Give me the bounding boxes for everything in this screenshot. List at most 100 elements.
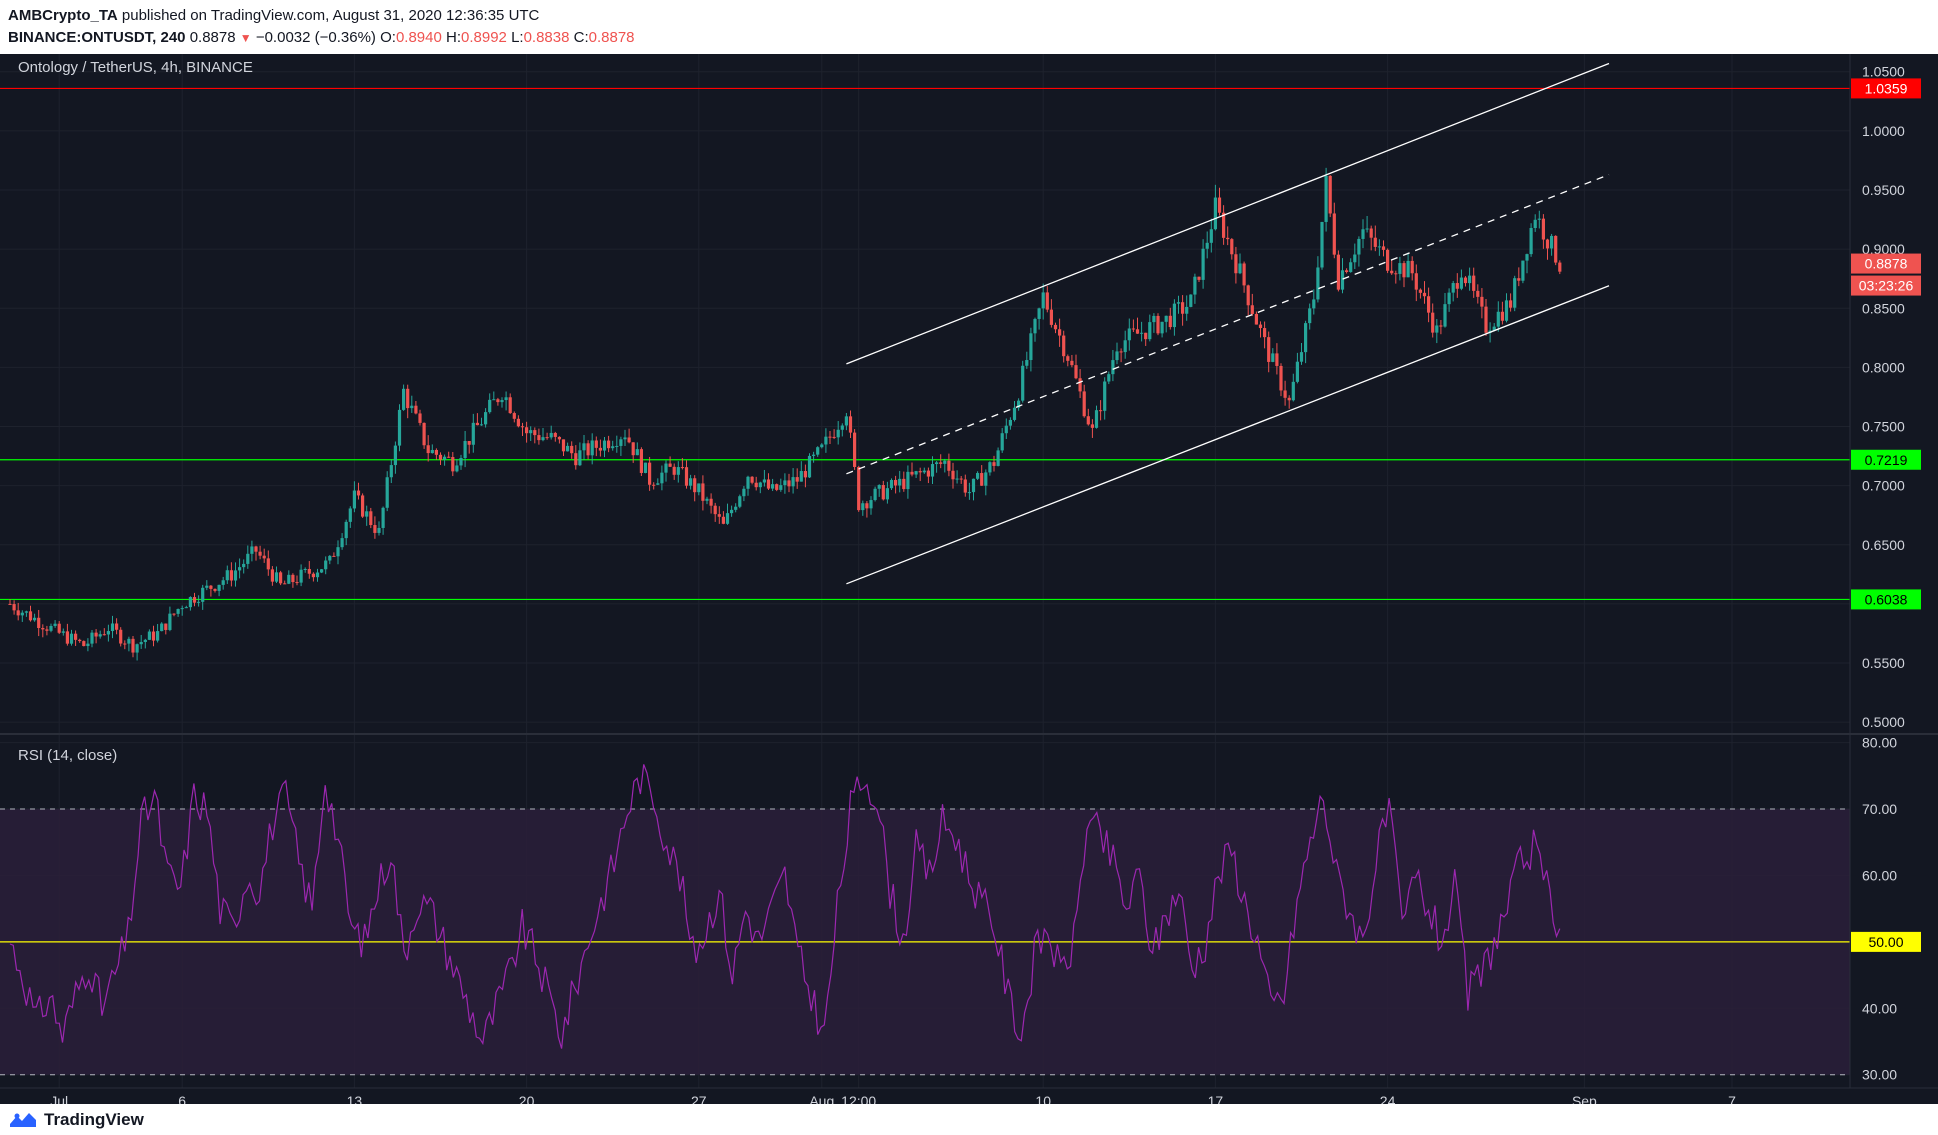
candle-body[interactable] <box>1053 324 1058 330</box>
candle-body[interactable] <box>1156 315 1160 334</box>
candle-body[interactable] <box>1164 315 1168 322</box>
candle-body[interactable] <box>479 424 484 426</box>
candle-body[interactable] <box>1004 425 1008 434</box>
candle-body[interactable] <box>147 631 151 640</box>
candle-body[interactable] <box>602 440 607 451</box>
tradingview-logo[interactable]: TradingView <box>8 1110 144 1130</box>
candle-body[interactable] <box>1398 263 1402 274</box>
candle-body[interactable] <box>1017 400 1021 408</box>
candle-body[interactable] <box>98 634 102 637</box>
candle-body[interactable] <box>332 555 336 557</box>
candle-body[interactable] <box>434 449 438 455</box>
candle-body[interactable] <box>771 484 775 489</box>
candle-body[interactable] <box>684 467 689 486</box>
candle-body[interactable] <box>529 430 533 434</box>
candle-body[interactable] <box>344 521 348 539</box>
candle-body[interactable] <box>807 455 812 478</box>
candle-body[interactable] <box>414 405 418 414</box>
candle-body[interactable] <box>135 644 139 653</box>
candle-body[interactable] <box>1435 325 1439 333</box>
candle-body[interactable] <box>1197 276 1201 280</box>
candle-body[interactable] <box>471 422 475 445</box>
candle-body[interactable] <box>1189 294 1193 307</box>
candle-body[interactable] <box>225 570 229 581</box>
candle-body[interactable] <box>1345 270 1349 272</box>
candle-body[interactable] <box>992 462 996 466</box>
candle-body[interactable] <box>750 476 754 483</box>
candle-body[interactable] <box>582 443 586 451</box>
candle-body[interactable] <box>971 478 976 493</box>
candle-body[interactable] <box>86 643 90 647</box>
candle-body[interactable] <box>943 460 947 464</box>
candle-body[interactable] <box>1172 303 1176 328</box>
candle-body[interactable] <box>356 490 361 496</box>
publisher-name[interactable]: AMBCrypto_TA <box>8 7 118 24</box>
candle-body[interactable] <box>967 492 971 494</box>
candle-body[interactable] <box>406 388 410 409</box>
candle-body[interactable] <box>996 450 1000 466</box>
candle-body[interactable] <box>853 432 857 467</box>
candle-body[interactable] <box>172 613 176 615</box>
candle-body[interactable] <box>676 467 680 475</box>
candle-body[interactable] <box>1222 212 1226 238</box>
candle-body[interactable] <box>283 583 287 585</box>
candle-body[interactable] <box>438 454 443 460</box>
candle-body[interactable] <box>1422 292 1427 297</box>
candle-body[interactable] <box>1029 333 1033 361</box>
candle-body[interactable] <box>549 432 553 438</box>
candle-body[interactable] <box>1291 381 1295 401</box>
candle-body[interactable] <box>1090 424 1094 428</box>
candle-body[interactable] <box>1468 275 1472 284</box>
candle-body[interactable] <box>1386 249 1390 271</box>
channel-lower-line[interactable] <box>846 285 1610 585</box>
candle-body[interactable] <box>889 479 894 489</box>
candle-body[interactable] <box>422 422 426 446</box>
candle-body[interactable] <box>1304 323 1308 353</box>
candle-body[interactable] <box>484 412 488 425</box>
candle-body[interactable] <box>1099 410 1103 412</box>
candle-body[interactable] <box>607 440 611 449</box>
candle-body[interactable] <box>1472 275 1476 291</box>
candle-body[interactable] <box>516 418 520 427</box>
candle-body[interactable] <box>1484 306 1488 333</box>
candle-body[interactable] <box>1062 335 1066 357</box>
candle-body[interactable] <box>1193 276 1197 295</box>
candle-body[interactable] <box>1123 340 1127 353</box>
candle-body[interactable] <box>705 498 709 501</box>
candle-body[interactable] <box>295 582 299 584</box>
candle-body[interactable] <box>1500 311 1504 321</box>
candle-body[interactable] <box>951 470 955 480</box>
candle-body[interactable] <box>1258 324 1263 329</box>
candle-body[interactable] <box>1058 329 1062 336</box>
candle-body[interactable] <box>844 416 848 426</box>
candle-body[interactable] <box>1127 328 1131 341</box>
candle-body[interactable] <box>303 568 307 570</box>
candle-body[interactable] <box>1094 410 1099 428</box>
candle-body[interactable] <box>1554 235 1558 263</box>
candle-body[interactable] <box>402 388 406 410</box>
candle-body[interactable] <box>1111 360 1115 375</box>
candle-body[interactable] <box>139 642 143 645</box>
candle-body[interactable] <box>1082 391 1086 417</box>
candle-body[interactable] <box>537 435 541 441</box>
candle-body[interactable] <box>102 634 106 636</box>
candle-body[interactable] <box>1238 263 1242 274</box>
candle-body[interactable] <box>16 610 20 616</box>
candle-body[interactable] <box>213 588 217 591</box>
candle-body[interactable] <box>639 449 643 473</box>
candle-body[interactable] <box>672 466 676 475</box>
candle-body[interactable] <box>90 632 94 644</box>
candle-body[interactable] <box>594 440 598 448</box>
candle-body[interactable] <box>348 508 352 522</box>
candle-body[interactable] <box>1299 352 1304 362</box>
candle-body[interactable] <box>566 445 570 452</box>
candle-body[interactable] <box>758 482 762 488</box>
candle-body[interactable] <box>41 628 45 630</box>
candle-body[interactable] <box>1254 313 1258 325</box>
candle-body[interactable] <box>865 503 869 509</box>
channel-middle-line[interactable] <box>846 174 1610 475</box>
candle-body[interactable] <box>779 485 783 490</box>
candle-body[interactable] <box>119 629 123 644</box>
candle-body[interactable] <box>53 623 57 626</box>
candle-body[interactable] <box>1431 312 1435 333</box>
